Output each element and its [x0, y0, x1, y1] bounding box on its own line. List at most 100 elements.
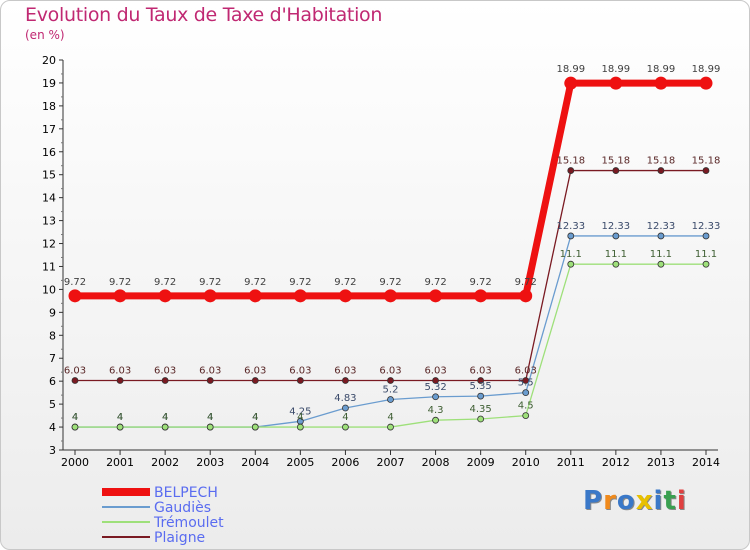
x-tick-label: 2003: [196, 456, 224, 469]
data-point-tremoulet: [342, 423, 349, 431]
data-label-plaigne: 15.18: [602, 156, 631, 167]
data-point-tremoulet: [432, 416, 439, 424]
data-label-gaudies: 5.2: [383, 385, 399, 396]
data-point-gaudies: [432, 393, 439, 401]
x-tick-label: 2004: [241, 456, 269, 469]
data-label-plaigne: 6.03: [109, 365, 131, 376]
logo-letter: P: [583, 486, 604, 516]
data-label-belpech: 9.72: [199, 277, 221, 288]
x-tick-label: 2010: [512, 456, 540, 469]
data-point-plaigne: [612, 167, 620, 174]
chart-subtitle: (en %): [25, 28, 65, 42]
y-tick-label: 19: [42, 77, 56, 90]
y-tick-label: 17: [42, 123, 56, 136]
data-label-gaudies: 4: [117, 412, 123, 423]
data-label-plaigne: 6.03: [424, 365, 446, 376]
data-point-tremoulet: [161, 423, 169, 431]
y-tick-label: 12: [42, 238, 56, 251]
data-point-plaigne: [657, 167, 665, 174]
data-point-belpech: [474, 289, 488, 303]
data-label-plaigne: 6.03: [154, 365, 176, 376]
y-tick-label: 13: [42, 215, 56, 228]
data-point-plaigne: [116, 377, 124, 384]
data-point-plaigne: [206, 377, 214, 384]
data-label-plaigne: 15.18: [692, 156, 721, 167]
data-point-belpech: [113, 289, 127, 303]
data-point-belpech: [429, 289, 443, 303]
logo-letter: r: [603, 486, 617, 516]
data-point-plaigne: [567, 167, 575, 174]
chart-axes: 3 4 5 6 7 8 9 10 11 12 13 14 15 16 17 18 19 20 2000 2001 200…: [42, 54, 720, 469]
chart-title: Evolution du Taux de Taxe d'Habitation: [25, 4, 383, 26]
y-tick-label: 8: [49, 329, 56, 342]
data-label-plaigne: 6.03: [515, 365, 537, 376]
data-label-gaudies: 12.33: [602, 221, 631, 232]
x-tick-label: 2008: [422, 456, 450, 469]
data-label-plaigne: 6.03: [64, 365, 86, 376]
data-point-belpech: [699, 76, 713, 90]
data-label-plaigne: 15.18: [647, 156, 676, 167]
data-point-tremoulet: [387, 423, 394, 431]
data-point-plaigne: [387, 377, 394, 384]
data-label-gaudies: 4: [72, 412, 78, 423]
logo-letter: o: [616, 486, 636, 516]
data-point-belpech: [248, 289, 262, 303]
data-label-gaudies: 4: [162, 412, 168, 423]
legend-label-belpech: BELPECH: [154, 485, 218, 501]
data-label-plaigne: 6.03: [334, 365, 356, 376]
data-point-gaudies: [657, 232, 665, 240]
logo-letter: t: [663, 486, 677, 516]
data-label-gaudies: 5.32: [424, 382, 446, 393]
logo-letter: i: [676, 486, 687, 516]
data-label-gaudies: 12.33: [556, 221, 585, 232]
x-tick-label: 2000: [61, 456, 89, 469]
y-tick-label: 20: [42, 54, 56, 67]
data-point-tremoulet: [296, 423, 304, 431]
y-tick-label: 14: [42, 192, 56, 205]
data-point-belpech: [609, 76, 623, 90]
data-point-plaigne: [296, 377, 304, 384]
data-label-belpech: 9.72: [289, 277, 311, 288]
data-label-gaudies: 4: [207, 412, 213, 423]
x-tick-label: 2011: [557, 456, 585, 469]
data-label-belpech: 9.72: [109, 277, 131, 288]
data-label-belpech: 9.72: [244, 277, 266, 288]
data-point-tremoulet: [477, 415, 485, 423]
data-label-plaigne: 6.03: [379, 365, 401, 376]
data-point-plaigne: [432, 377, 439, 384]
data-point-tremoulet: [522, 412, 530, 419]
data-label-gaudies: 4.25: [289, 406, 311, 417]
data-point-belpech: [158, 289, 172, 303]
x-tick-label: 2012: [602, 456, 630, 469]
data-label-tremoulet: 4.5: [518, 401, 534, 412]
y-tick-label: 6: [49, 375, 56, 388]
data-point-belpech: [338, 289, 352, 303]
data-label-tremoulet: 4: [252, 412, 258, 423]
data-point-plaigne: [71, 377, 79, 384]
data-point-plaigne: [342, 377, 349, 384]
data-label-tremoulet: 4: [297, 412, 303, 423]
data-point-gaudies: [567, 232, 575, 240]
data-label-gaudies: 5.35: [470, 381, 492, 392]
y-tick-label: 7: [49, 352, 56, 365]
data-label-tremoulet: 11.1: [695, 249, 717, 260]
x-tick-label: 2013: [647, 456, 675, 469]
data-point-tremoulet: [657, 260, 665, 268]
data-label-tremoulet: 4: [207, 412, 213, 423]
data-point-plaigne: [477, 377, 485, 384]
data-point-tremoulet: [206, 423, 214, 431]
data-point-tremoulet: [612, 260, 620, 268]
data-label-tremoulet: 4: [162, 412, 168, 423]
legend-label-tremoulet: Trémoulet: [153, 515, 224, 531]
data-label-gaudies: 12.33: [647, 221, 676, 232]
data-point-belpech: [293, 289, 307, 303]
data-point-belpech: [384, 289, 397, 303]
data-label-belpech: 18.99: [556, 64, 585, 75]
data-label-belpech: 18.99: [602, 64, 631, 75]
x-tick-label: 2006: [331, 456, 359, 469]
data-label-tremoulet: 4.3: [428, 405, 444, 416]
data-label-belpech: 9.72: [334, 277, 356, 288]
data-label-plaigne: 6.03: [244, 365, 266, 376]
data-point-gaudies: [612, 232, 620, 240]
data-label-belpech: 9.72: [379, 277, 401, 288]
